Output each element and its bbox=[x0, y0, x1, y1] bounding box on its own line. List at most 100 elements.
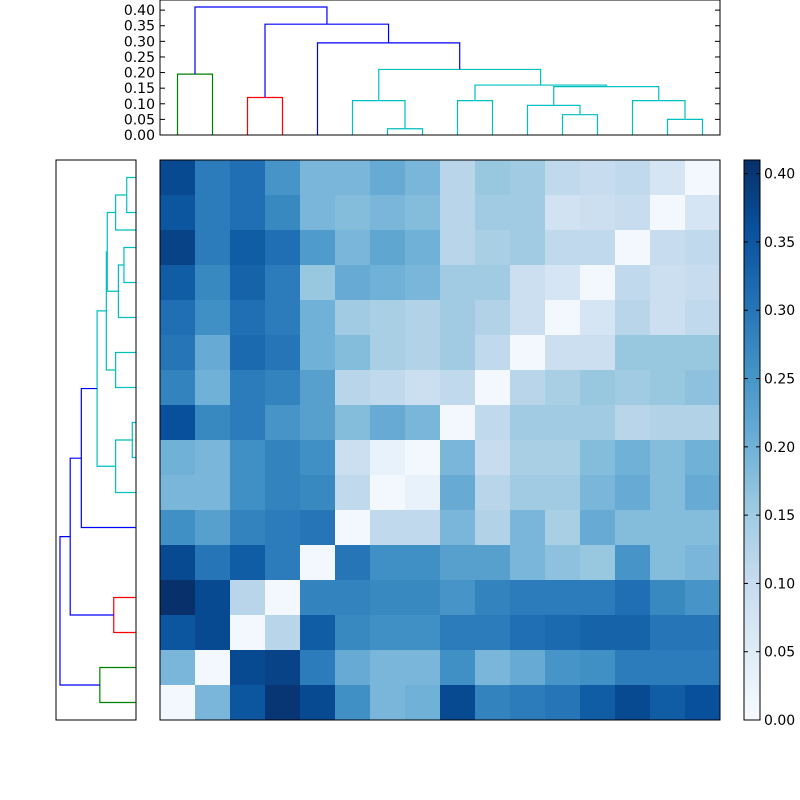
heatmap-cell bbox=[615, 615, 651, 651]
heatmap-cell bbox=[510, 405, 546, 441]
heatmap-cell bbox=[160, 160, 196, 196]
heatmap-cell bbox=[615, 230, 651, 266]
colorbar-gradient bbox=[743, 159, 761, 721]
heatmap-cell bbox=[615, 265, 651, 301]
colorbar-tick-label: 0.35 bbox=[764, 235, 795, 251]
heatmap-cell bbox=[370, 510, 406, 546]
heatmap-cell bbox=[300, 650, 336, 686]
heatmap-cell bbox=[545, 230, 581, 266]
heatmap-cell bbox=[685, 160, 721, 196]
heatmap-cell bbox=[475, 650, 511, 686]
top-dendrogram: 0.000.050.100.150.200.250.300.350.40 bbox=[124, 0, 721, 144]
left-dendrogram bbox=[55, 159, 137, 721]
heatmap-cell bbox=[265, 335, 301, 371]
top-dendrogram-links bbox=[176, 6, 704, 135]
heatmap-cell bbox=[475, 685, 511, 721]
heatmap-cell bbox=[335, 685, 371, 721]
heatmap-cell bbox=[510, 440, 546, 476]
heatmap-cell bbox=[230, 335, 266, 371]
heatmap-cell bbox=[440, 650, 476, 686]
heatmap-cell bbox=[440, 685, 476, 721]
heatmap-cell bbox=[650, 580, 686, 616]
heatmap-cell bbox=[405, 335, 441, 371]
heatmap-cell bbox=[440, 405, 476, 441]
heatmap-cell bbox=[615, 160, 651, 196]
heatmap-cell bbox=[370, 195, 406, 231]
heatmap-cell bbox=[475, 475, 511, 511]
left-dendrogram-frame bbox=[55, 159, 137, 721]
heatmap-cell bbox=[265, 265, 301, 301]
heatmap-cell bbox=[685, 475, 721, 511]
left-dendrogram-link bbox=[59, 536, 100, 686]
heatmap-cell bbox=[230, 475, 266, 511]
top-dendrogram-tick-label: 0.25 bbox=[124, 50, 155, 66]
heatmap-cell bbox=[615, 685, 651, 721]
heatmap-cell bbox=[650, 615, 686, 651]
heatmap-cell bbox=[615, 650, 651, 686]
heatmap-cell bbox=[230, 195, 266, 231]
heatmap-cell bbox=[685, 195, 721, 231]
heatmap-cell bbox=[370, 650, 406, 686]
heatmap-cell bbox=[545, 510, 581, 546]
left-dendrogram-link bbox=[115, 439, 136, 494]
heatmap-cell bbox=[230, 300, 266, 336]
heatmap-cell bbox=[300, 300, 336, 336]
heatmap-cell bbox=[475, 335, 511, 371]
heatmap-cell bbox=[370, 580, 406, 616]
heatmap-cell bbox=[440, 510, 476, 546]
heatmap-cell bbox=[195, 230, 231, 266]
heatmap-cell bbox=[615, 300, 651, 336]
heatmap-cell bbox=[300, 545, 336, 581]
heatmap-cell bbox=[510, 335, 546, 371]
top-dendrogram-tick-label: 0.40 bbox=[124, 3, 155, 19]
heatmap-cell bbox=[265, 650, 301, 686]
heatmap-cell bbox=[405, 160, 441, 196]
heatmap-cell bbox=[160, 685, 196, 721]
heatmap-cell bbox=[615, 195, 651, 231]
heatmap-cell bbox=[615, 510, 651, 546]
heatmap-cell bbox=[265, 545, 301, 581]
heatmap-cell bbox=[510, 615, 546, 651]
heatmap-cell bbox=[615, 370, 651, 406]
heatmap bbox=[159, 159, 721, 721]
top-dendrogram-link bbox=[474, 84, 607, 101]
heatmap-cell bbox=[405, 195, 441, 231]
heatmap-cell bbox=[545, 405, 581, 441]
heatmap-cell bbox=[405, 685, 441, 721]
heatmap-cell bbox=[685, 230, 721, 266]
heatmap-cell bbox=[405, 545, 441, 581]
heatmap-cell bbox=[335, 580, 371, 616]
heatmap-cell bbox=[405, 650, 441, 686]
top-dendrogram-tick-label: 0.05 bbox=[124, 112, 155, 128]
heatmap-cell bbox=[545, 650, 581, 686]
left-dendrogram-link bbox=[126, 176, 136, 214]
colorbar-ticks: 0.00 0.05 0.10 0.15 0.20 0.25 0.30 0.35 0.40 bbox=[744, 167, 795, 729]
heatmap-cell bbox=[510, 300, 546, 336]
heatmap-cell bbox=[685, 650, 721, 686]
heatmap-cell bbox=[580, 405, 616, 441]
heatmap-cell bbox=[580, 615, 616, 651]
heatmap-cell bbox=[475, 160, 511, 196]
heatmap-cell bbox=[510, 160, 546, 196]
top-dendrogram-link bbox=[194, 6, 328, 75]
top-dendrogram-tick-label: 0.15 bbox=[124, 81, 155, 97]
heatmap-cell bbox=[510, 265, 546, 301]
colorbar-tick-label: 0.25 bbox=[764, 372, 795, 388]
heatmap-cell bbox=[370, 685, 406, 721]
heatmap-cell bbox=[545, 195, 581, 231]
heatmap-cell bbox=[580, 440, 616, 476]
heatmap-cell bbox=[195, 370, 231, 406]
colorbar-tick-label: 0.05 bbox=[764, 645, 795, 661]
heatmap-cell bbox=[475, 230, 511, 266]
heatmap-cell bbox=[615, 475, 651, 511]
heatmap-cell bbox=[650, 440, 686, 476]
heatmap-cell bbox=[650, 545, 686, 581]
heatmap-cell bbox=[370, 405, 406, 441]
heatmap-cell bbox=[405, 300, 441, 336]
heatmap-cell bbox=[405, 615, 441, 651]
heatmap-cell bbox=[405, 265, 441, 301]
heatmap-cell bbox=[405, 440, 441, 476]
heatmap-cell bbox=[685, 510, 721, 546]
heatmap-cell bbox=[615, 545, 651, 581]
top-dendrogram-tick-label: 0.30 bbox=[124, 34, 155, 50]
